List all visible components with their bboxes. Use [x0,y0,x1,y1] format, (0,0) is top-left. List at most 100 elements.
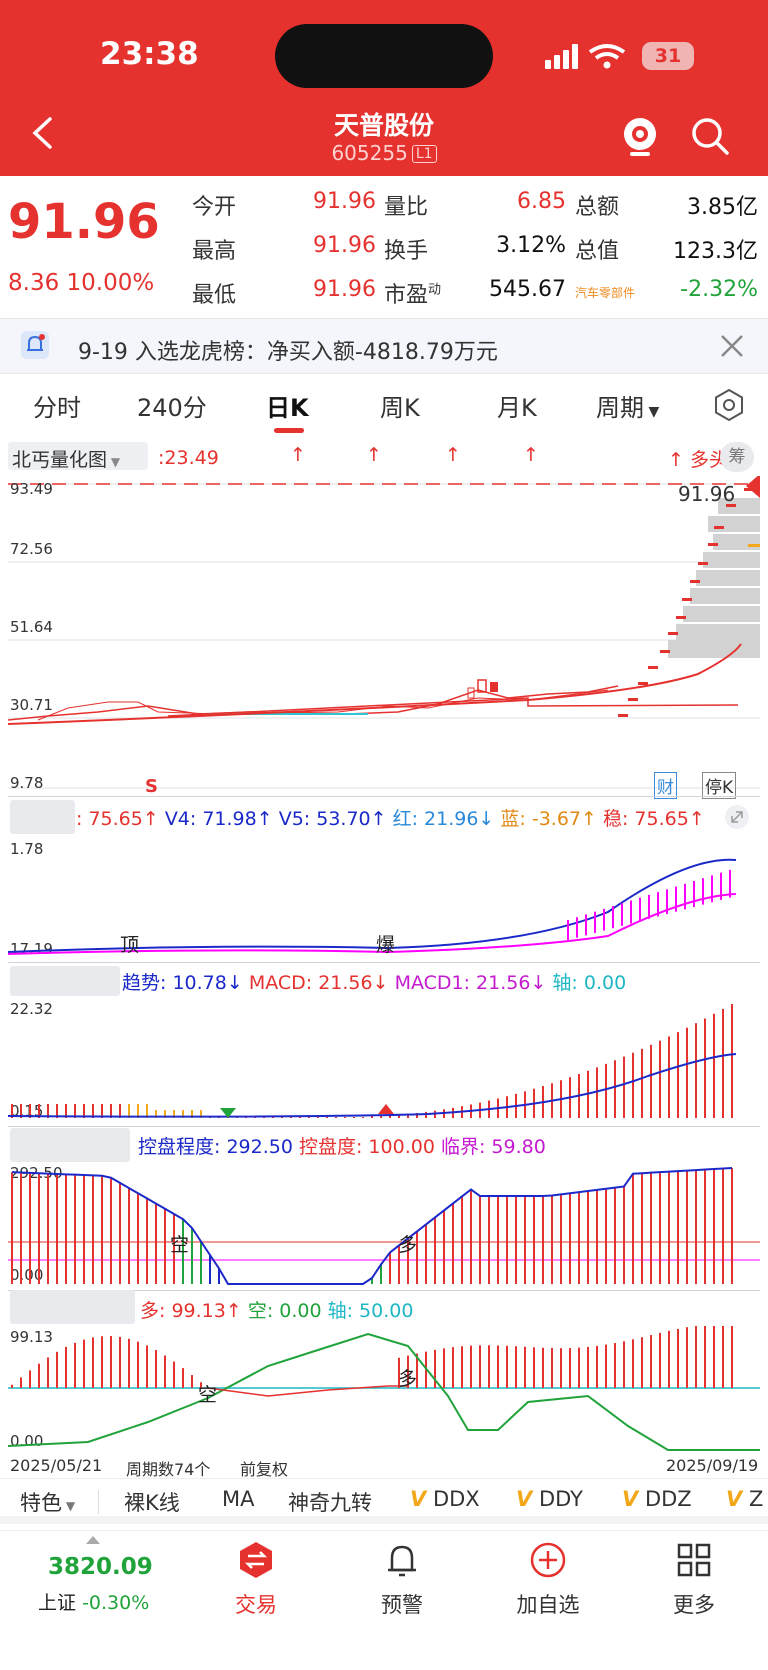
panel-divider [8,796,760,797]
value-market-cap: 123.3亿 [673,239,758,264]
label-open: 今开 [192,195,237,220]
stock-name: 天普股份 [333,111,434,140]
label-amount: 总额 [575,195,620,220]
long-marker: 多 [398,1234,418,1256]
burst-marker: 爆 [376,934,396,956]
level-badge: L1 [411,145,437,163]
up-arrow-icon: ↑ [523,444,539,466]
top-marker: 顶 [120,934,140,956]
nav-add-watchlist[interactable]: 加自选 [508,1540,588,1619]
panel3-indicators: 控盘程度: 292.50 控盘度: 100.00 临界: 59.80 [138,1136,546,1158]
bell-notice-icon [21,331,49,359]
feature-nine-turns[interactable]: 神奇九转 [288,1491,372,1515]
panel4-indicators: 多: 99.13↑ 空: 0.00 轴: 50.00 [140,1300,414,1322]
grid-icon [677,1543,711,1577]
label-pe: 市盈动 [384,282,442,308]
tab-period-dropdown[interactable]: 周期 ▼ [596,394,660,422]
indicator-name: 北丐量化图 ▼ [12,449,121,471]
sector-change: -2.32% [680,277,758,302]
feature-ddx[interactable]: V DDX [410,1487,480,1511]
label-volume-ratio: 量比 [384,195,429,220]
macd-chart [8,1004,737,1118]
nav-alert[interactable]: 预警 [366,1540,438,1619]
divider [98,1490,99,1514]
bullish-tag: ↑ 多头 [668,449,728,471]
value-low: 91.96 [313,277,376,302]
tab-daily-k[interactable]: 日K [266,394,309,422]
notice-bar[interactable] [0,318,768,374]
end-date: 2025/09/19 [666,1456,759,1475]
tab-weekly-k[interactable]: 周K [380,394,420,422]
finance-tag[interactable]: 财 [654,772,677,799]
blurred-label [10,1290,135,1324]
settings-icon[interactable] [712,388,746,422]
indicator-selector[interactable] [8,442,148,470]
change-pct: 10.00% [66,270,155,296]
indicator-top-value: :23.49 [158,447,219,469]
suspension-tag[interactable]: 停K [702,772,737,799]
close-icon[interactable] [718,332,746,360]
notice-text: 9-19 入选龙虎榜：净买入额-4818.79万元 [78,340,498,365]
up-arrow-icon: ↑ [290,444,306,466]
panel-divider [8,1290,760,1291]
kline-chart[interactable] [8,476,760,794]
indicator-bar [0,1478,768,1524]
tab-timeshare[interactable]: 分时 [33,394,81,422]
trade-icon [240,1542,272,1578]
value-amount: 3.85亿 [687,195,758,220]
bottom-nav [0,1530,768,1670]
axis-label: 51.64 [10,618,53,636]
sell-marker: S [145,776,158,797]
axis-label: 93.49 [10,480,53,498]
tab-monthly-k[interactable]: 月K [497,394,537,422]
status-time: 23:38 [100,36,199,72]
blurred-label [10,1128,130,1162]
start-date: 2025/05/21 [10,1456,103,1475]
change-value: 8.36 [8,270,60,296]
axis-label: 30.71 [10,696,53,714]
feature-ma[interactable]: MA [222,1487,255,1511]
control-chart [8,1167,760,1285]
label-high: 最高 [192,239,237,264]
long-marker: 多 [398,1368,418,1390]
chip-button[interactable]: 筹 [720,442,754,472]
signal-wifi-icon [545,44,626,69]
tab-240min[interactable]: 240分 [137,394,207,422]
panel1-chart [8,858,737,955]
price-change: 8.36 10.00% [8,270,154,296]
sector-label[interactable]: 汽车零部件 [575,286,636,300]
last-price-tag: 91.96 [678,482,736,506]
app-header: 23:38 31 天普股份 605255 L1 [0,0,768,176]
feature-z[interactable]: V Z [726,1487,764,1511]
index-value[interactable]: 3820.09 [48,1554,153,1580]
value-turnover: 3.12% [496,233,566,258]
axis-label: 22.32 [10,1000,53,1018]
value-pe: 545.67 [489,277,566,302]
feature-naked-k[interactable]: 裸K线 [124,1491,180,1515]
stock-code: 605255 [331,141,408,165]
axis-label: 9.78 [10,774,44,792]
stock-code-row: 605255 L1 [0,141,768,165]
assistant-icon[interactable] [620,114,660,158]
blurred-label [10,966,120,996]
search-icon[interactable] [690,116,730,156]
short-marker: 空 [198,1384,218,1406]
axis-label: 99.13 [10,1328,53,1346]
feature-dropdown[interactable]: 特色 ▼ [20,1491,76,1515]
adjust-mode[interactable]: 前复权 [240,1460,289,1479]
up-arrow-icon: ↑ [366,444,382,466]
label-low: 最低 [192,283,237,308]
nav-more[interactable]: 更多 [658,1540,730,1619]
add-icon [530,1542,566,1578]
index-info[interactable]: 上证 -0.30% [38,1592,150,1614]
feature-ddy[interactable]: V DDY [516,1487,583,1511]
chevron-up-icon[interactable] [86,1536,100,1544]
panel2-indicators: 趋势: 10.78↓ MACD: 21.56↓ MACD1: 21.56↓ 轴:… [122,972,627,994]
feature-ddz[interactable]: V DDZ [622,1487,692,1511]
value-open: 91.96 [313,189,376,214]
dynamic-island [275,24,493,88]
nav-trade[interactable]: 交易 [220,1540,292,1619]
back-icon[interactable] [30,116,54,157]
label-turnover: 换手 [384,239,429,264]
expand-icon[interactable] [724,804,750,830]
